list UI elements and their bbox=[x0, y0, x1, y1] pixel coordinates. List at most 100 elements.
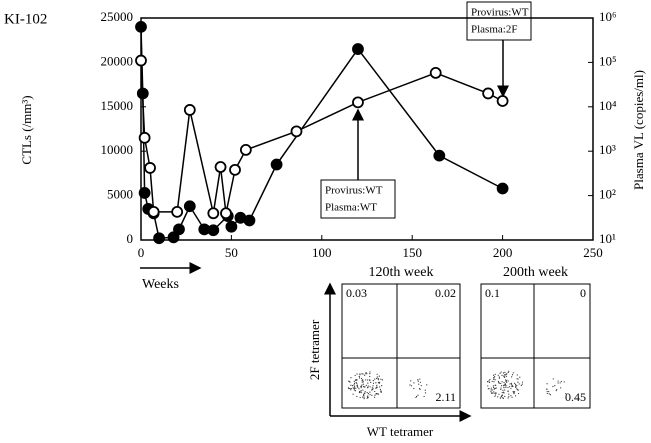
event-dot bbox=[504, 372, 505, 373]
event-dot bbox=[514, 383, 515, 384]
event-dot bbox=[359, 392, 360, 393]
event-dot bbox=[369, 379, 370, 380]
flow-x-label: WT tetramer bbox=[367, 424, 434, 439]
event-dot bbox=[377, 376, 378, 377]
event-dot bbox=[502, 395, 503, 396]
event-dot bbox=[510, 383, 511, 384]
event-dot bbox=[492, 389, 493, 390]
event-dot bbox=[510, 388, 511, 389]
event-dot bbox=[508, 393, 509, 394]
event-dot bbox=[515, 384, 516, 385]
event-dot bbox=[487, 381, 488, 382]
event-dot bbox=[500, 389, 501, 390]
event-dot bbox=[359, 376, 360, 377]
event-dot bbox=[560, 382, 561, 383]
data-point bbox=[353, 44, 363, 54]
event-dot bbox=[510, 395, 511, 396]
event-dot bbox=[505, 383, 506, 384]
event-dot bbox=[495, 385, 496, 386]
event-dot bbox=[356, 385, 357, 386]
event-dot bbox=[504, 389, 505, 390]
event-dot bbox=[380, 389, 381, 390]
quadrant-value: 0.03 bbox=[346, 286, 367, 300]
data-point bbox=[434, 151, 444, 161]
event-dot bbox=[359, 373, 360, 374]
event-dot bbox=[548, 391, 549, 392]
event-dot bbox=[495, 393, 496, 394]
x-axis-label: Weeks bbox=[142, 277, 179, 292]
event-dot bbox=[519, 383, 520, 384]
flow-y-label: 2F tetramer bbox=[307, 319, 322, 380]
event-dot bbox=[418, 384, 419, 385]
data-point bbox=[216, 162, 226, 172]
x-tick-label: 200 bbox=[493, 245, 513, 260]
event-dot bbox=[512, 385, 513, 386]
data-point bbox=[498, 96, 508, 106]
event-dot bbox=[352, 394, 353, 395]
event-dot bbox=[361, 385, 362, 386]
event-dot bbox=[522, 384, 523, 385]
event-dot bbox=[367, 395, 368, 396]
event-dot bbox=[362, 382, 363, 383]
event-dot bbox=[354, 381, 355, 382]
event-dot bbox=[372, 389, 373, 390]
event-dot bbox=[515, 395, 516, 396]
event-dot bbox=[492, 381, 493, 382]
event-dot bbox=[494, 396, 495, 397]
event-dot bbox=[556, 390, 557, 391]
y-tick-label: 20000 bbox=[101, 53, 134, 68]
data-point bbox=[136, 56, 146, 66]
event-dot bbox=[364, 398, 365, 399]
x-tick-label: 150 bbox=[402, 245, 422, 260]
event-dot bbox=[379, 386, 380, 387]
event-dot bbox=[503, 392, 504, 393]
event-dot bbox=[354, 383, 355, 384]
event-dot bbox=[372, 385, 373, 386]
event-dot bbox=[502, 381, 503, 382]
y-tick-label: 0 bbox=[127, 231, 134, 246]
event-dot bbox=[371, 389, 372, 390]
event-dot bbox=[381, 392, 382, 393]
event-dot bbox=[513, 393, 514, 394]
event-dot bbox=[503, 372, 504, 373]
event-dot bbox=[504, 396, 505, 397]
event-dot bbox=[513, 391, 514, 392]
y-tick-label: 15000 bbox=[101, 98, 134, 113]
event-dot bbox=[379, 376, 380, 377]
event-dot bbox=[354, 386, 355, 387]
y2-tick-label: 10¹ bbox=[599, 231, 616, 246]
data-point bbox=[185, 105, 195, 115]
event-dot bbox=[508, 396, 509, 397]
data-point bbox=[154, 233, 164, 243]
figure: KI-102 CTLs (/mm³) Plasma VL (copies/ml)… bbox=[0, 0, 651, 443]
event-dot bbox=[493, 375, 494, 376]
event-dot bbox=[517, 374, 518, 375]
event-dot bbox=[374, 397, 375, 398]
event-dot bbox=[348, 381, 349, 382]
event-dot bbox=[516, 385, 517, 386]
quadrant-value: 0.02 bbox=[435, 286, 456, 300]
event-dot bbox=[508, 397, 509, 398]
event-dot bbox=[503, 387, 504, 388]
event-dot bbox=[421, 385, 422, 386]
event-dot bbox=[494, 376, 495, 377]
x-tick-label: 0 bbox=[138, 245, 145, 260]
event-dot bbox=[363, 384, 364, 385]
event-dot bbox=[522, 381, 523, 382]
event-dot bbox=[420, 382, 421, 383]
event-dot bbox=[368, 385, 369, 386]
event-dot bbox=[376, 386, 377, 387]
event-dot bbox=[500, 387, 501, 388]
event-dot bbox=[419, 388, 420, 389]
event-dot bbox=[409, 384, 410, 385]
event-dot bbox=[502, 397, 503, 398]
event-dot bbox=[363, 397, 364, 398]
event-dot bbox=[505, 386, 506, 387]
event-dot bbox=[353, 387, 354, 388]
y-tick-label: 10000 bbox=[101, 142, 134, 157]
event-dot bbox=[498, 381, 499, 382]
event-dot bbox=[494, 388, 495, 389]
event-dot bbox=[561, 381, 562, 382]
event-dot bbox=[552, 386, 553, 387]
y-tick-label: 5000 bbox=[107, 187, 133, 202]
